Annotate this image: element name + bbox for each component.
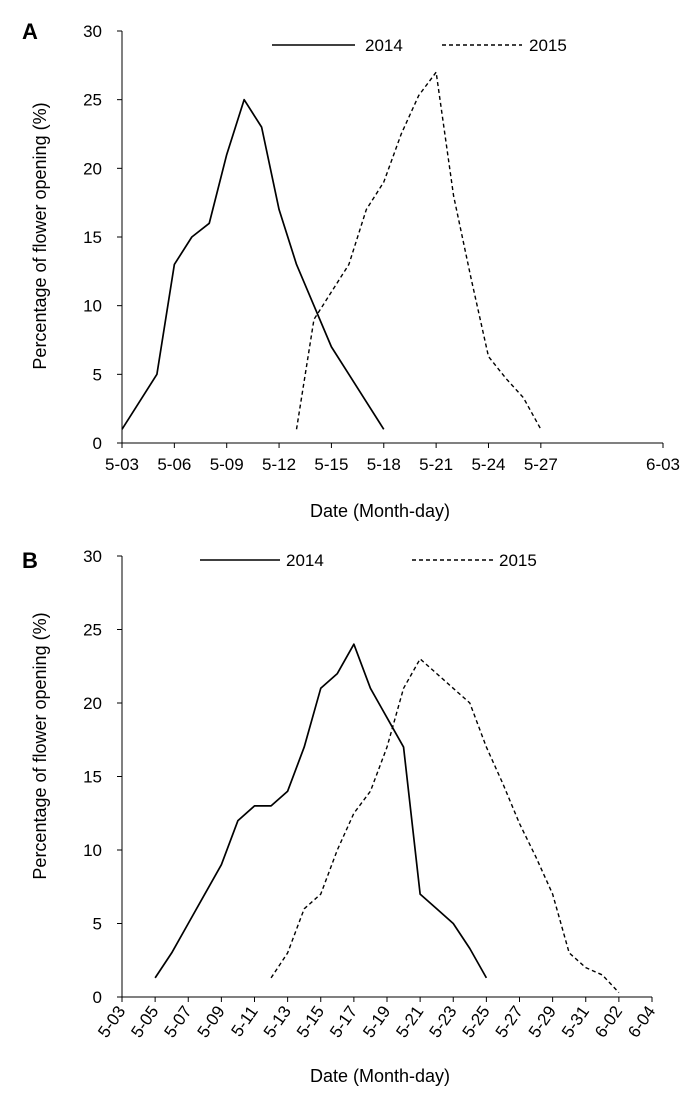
- panel-b-x-tick-label: 6-04: [624, 1002, 659, 1041]
- panel-a-x-tick-label: 6-03: [646, 455, 680, 474]
- panel-a-series-2015-line: [295, 71, 542, 430]
- panel-a-series: [121, 71, 542, 430]
- panel-b-x-tick-label: 5-31: [558, 1002, 593, 1041]
- panel-a-y-tick-label: 25: [83, 91, 102, 110]
- panel-a-series-2014-line: [121, 98, 385, 430]
- panel-a-legend-2015-label: 2015: [529, 36, 567, 55]
- panel-a-axes: 0 5 10 15 20 25 30 5-03 5-06 5-09 5-12 5-15 5-18 5-21…: [83, 22, 680, 474]
- panel-b-legend: 2014 2015: [200, 551, 537, 570]
- panel-b-x-tick-label: 5-03: [94, 1002, 129, 1041]
- panel-b-series-2014-line: [154, 643, 488, 979]
- panel-b-x-tick-label: 5-25: [459, 1002, 494, 1041]
- panel-a-x-tick-label: 5-12: [262, 455, 296, 474]
- panel-b-x-tick-label: 5-27: [492, 1002, 527, 1041]
- panel-b-y-axis-title: Percentage of flower opening (%): [30, 612, 50, 879]
- panel-b-y-tick-label: 20: [83, 694, 102, 713]
- panel-b-y-tick-label: 0: [93, 988, 102, 1007]
- panel-b-x-tick-label: 5-11: [227, 1002, 261, 1040]
- panel-a-label: A: [22, 19, 38, 44]
- panel-b-x-tick-label: 5-13: [260, 1002, 295, 1041]
- panel-a-legend-2014-label: 2014: [365, 36, 403, 55]
- panel-b-y-tick-label: 5: [93, 915, 102, 934]
- panel-a-x-tick-label: 5-21: [419, 455, 453, 474]
- panel-b-x-tick-label: 5-17: [326, 1002, 361, 1041]
- panel-b-legend-2014-label: 2014: [286, 551, 324, 570]
- panel-a-x-tick-label: 5-15: [314, 455, 348, 474]
- panel-a-x-tick-label: 5-03: [105, 455, 139, 474]
- panel-a-y-tick-label: 30: [83, 22, 102, 41]
- panel-a-y-tick-label: 5: [93, 365, 102, 384]
- panel-b-y-tick-label: 25: [83, 621, 102, 640]
- panel-a-y-tick-label: 10: [83, 297, 102, 316]
- panel-b-x-tick-label: 5-05: [127, 1002, 162, 1041]
- panel-b-y-tick-label: 10: [83, 841, 102, 860]
- panel-b-x-tick-label: 5-09: [194, 1002, 229, 1041]
- panel-a-y-axis-title: Percentage of flower opening (%): [30, 102, 50, 369]
- panel-b-x-tick-label: 5-15: [293, 1002, 328, 1041]
- panel-a-x-tick-label: 5-18: [367, 455, 401, 474]
- panel-b-x-tick-label: 5-19: [359, 1002, 394, 1041]
- panel-b-y-tick-label: 15: [83, 768, 102, 787]
- panel-b-legend-2015-label: 2015: [499, 551, 537, 570]
- panel-a-y-tick-label: 0: [93, 434, 102, 453]
- panel-b-axes: 0 5 10 15 20 25 30 5-035-055-075-095-115-135-15…: [83, 547, 659, 1041]
- panel-a-x-axis-title: Date (Month-day): [310, 501, 450, 521]
- panel-b-x-tick-label: 5-23: [425, 1002, 460, 1041]
- panel-b-chart: B Percentage of flower opening (%) Date …: [22, 547, 659, 1086]
- panel-a-chart: A Percentage of flower opening (%) Date …: [22, 19, 680, 521]
- panel-a-x-tick-label: 5-09: [210, 455, 244, 474]
- panel-b-label: B: [22, 548, 38, 573]
- panel-a-x-tick-label: 5-24: [471, 455, 505, 474]
- panel-b-x-tick-label: 6-02: [591, 1002, 626, 1041]
- panel-b-x-tick-label: 5-07: [160, 1002, 195, 1041]
- panel-a-y-tick-label: 20: [83, 159, 102, 178]
- panel-b-x-tick-label: 5-21: [392, 1002, 427, 1041]
- panel-b-y-tick-label: 30: [83, 547, 102, 566]
- panel-a-y-tick-label: 15: [83, 228, 102, 247]
- panel-b-series: [154, 643, 620, 994]
- panel-b-series-2015-line: [270, 658, 620, 994]
- panel-b-x-axis-title: Date (Month-day): [310, 1066, 450, 1086]
- panel-a-legend: 2014 2015: [272, 36, 567, 55]
- panel-a-x-tick-label: 5-06: [157, 455, 191, 474]
- panel-b-x-tick-label: 5-29: [525, 1002, 560, 1041]
- panel-a-x-tick-label: 5-27: [524, 455, 558, 474]
